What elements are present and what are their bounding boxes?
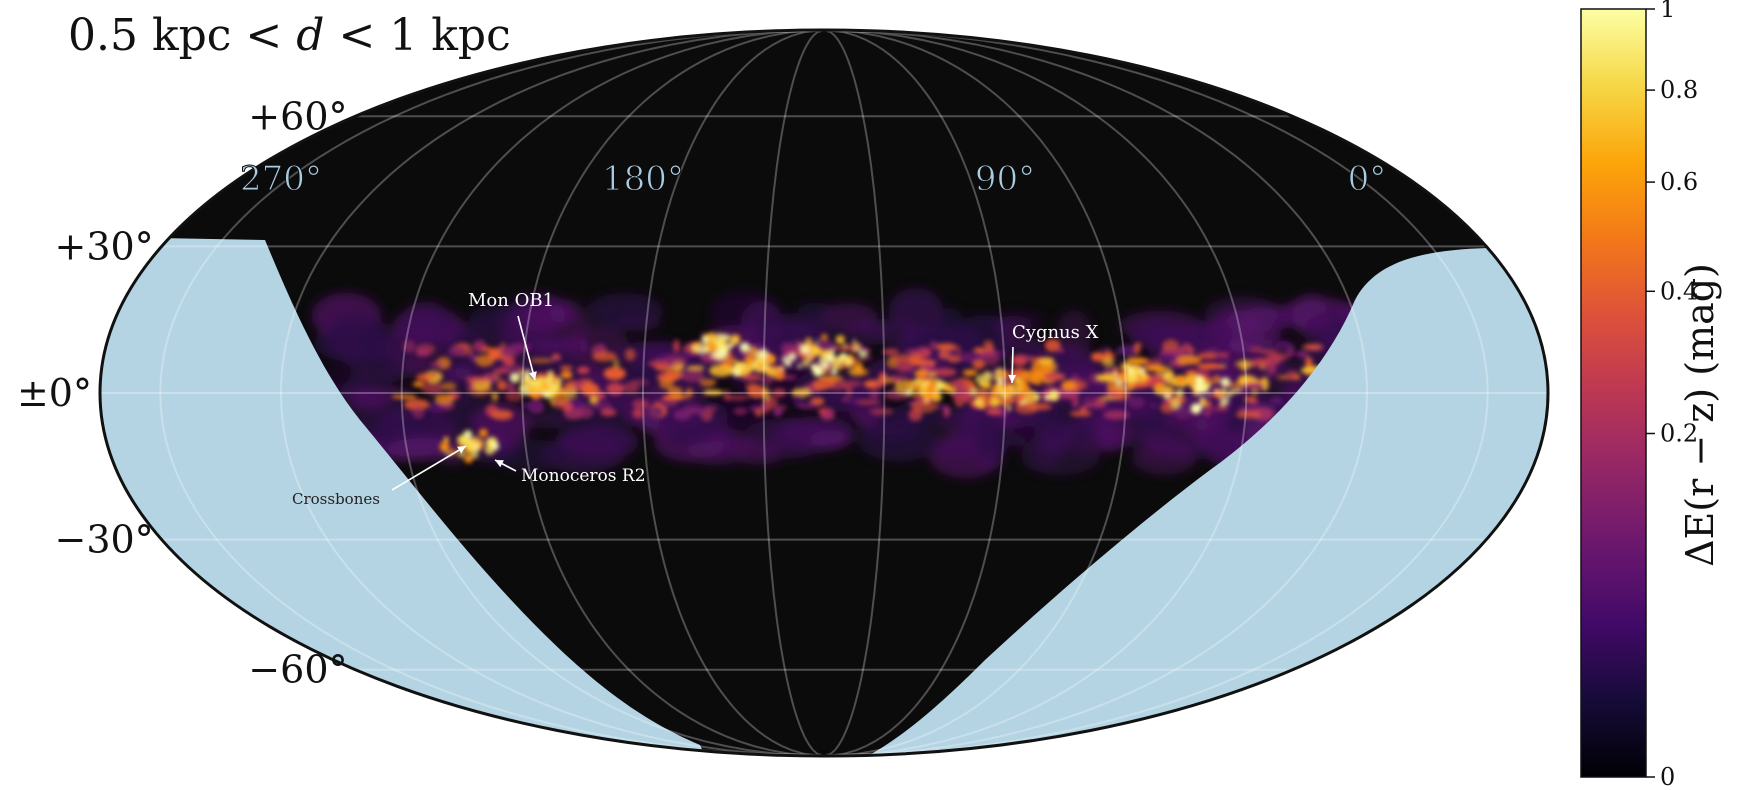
colorbar-tick-label: 0.8 — [1660, 76, 1698, 104]
latitude-tick-label: −60° — [248, 648, 347, 692]
title-variable: d — [296, 10, 325, 61]
latitude-tick-label: −30° — [54, 518, 153, 562]
annotation-arrow — [517, 315, 536, 381]
graticule — [100, 30, 1548, 756]
annotation-label: Crossbones — [292, 490, 380, 508]
dust-layer — [301, 288, 1381, 479]
chart-title: 0.5 kpc < d < 1 kpc — [68, 10, 511, 61]
annotation-arrowhead — [457, 446, 466, 454]
annotation-cygnus-x: Cygnus X — [1008, 322, 1099, 384]
colorbar-tick-label: 0.6 — [1660, 168, 1698, 196]
annotation-mon-ob1: Mon OB1 — [468, 290, 554, 381]
annotation-arrowhead — [495, 460, 504, 468]
meridian-line — [823, 30, 1248, 756]
latitude-tick-label: +60° — [248, 94, 347, 138]
longitude-tick-label: 180° — [602, 159, 684, 199]
title-suffix: < 1 kpc — [324, 10, 511, 61]
title-prefix: 0.5 kpc < — [68, 10, 297, 61]
meridian-line — [279, 30, 825, 756]
meridian-line — [823, 30, 886, 756]
map-border — [98, 28, 1550, 758]
colorbar-tick-label: 1 — [1660, 0, 1675, 23]
annotation-label: Mon OB1 — [468, 290, 554, 311]
annotation-arrowhead — [1008, 374, 1017, 383]
latitude-tick-label: ±0° — [17, 371, 92, 415]
meridian-line — [823, 30, 1489, 756]
annotation-arrowhead — [529, 371, 537, 380]
colorbar-tick-label: 0.2 — [1660, 420, 1698, 448]
meridian-line — [823, 30, 1127, 756]
meridian-line — [823, 30, 1007, 756]
annotation-crossbones: Crossbones — [292, 445, 467, 508]
colorbar-tick-label: 0.4 — [1660, 277, 1698, 305]
annotation-arrow — [391, 445, 467, 491]
longitude-tick-label: 0° — [1348, 159, 1387, 199]
colorbar-gradient — [1580, 8, 1647, 778]
meridian-line — [762, 30, 825, 756]
meridian-line — [641, 30, 825, 756]
meridian-line — [400, 30, 825, 756]
colorbar-label: ΔE(r − z) (mag) — [1678, 263, 1722, 567]
meridian-line — [521, 30, 825, 756]
colorbar-tick-label: 0 — [1660, 763, 1675, 790]
meridian-line — [823, 30, 1369, 756]
colorbar: 0 0.2 0.4 0.6 0.8 1 — [1580, 0, 1698, 790]
annotation-label: Monoceros R2 — [521, 466, 646, 486]
longitude-tick-label: 270° — [240, 159, 322, 199]
annotation-monoceros-r2: Monoceros R2 — [494, 459, 646, 486]
meridian-line — [159, 30, 825, 756]
annotation-label: Cygnus X — [1012, 322, 1099, 343]
longitude-tick-label: 90° — [975, 159, 1035, 199]
latitude-tick-label: +30° — [54, 224, 153, 268]
